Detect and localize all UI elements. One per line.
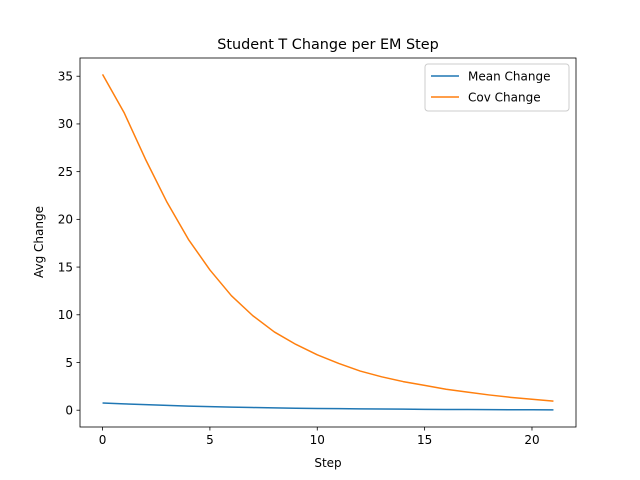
x-axis-title: Step	[314, 456, 341, 470]
legend: Mean Change Cov Change	[424, 63, 570, 112]
y-tick-label: 0	[65, 404, 73, 418]
y-tick-label: 30	[58, 117, 73, 131]
y-tick-label: 20	[58, 213, 73, 227]
axes-frame	[79, 57, 577, 428]
legend-box	[424, 63, 570, 112]
x-tick-label: 5	[206, 433, 214, 447]
y-tick-label: 10	[58, 308, 73, 322]
x-tick-label: 10	[310, 433, 325, 447]
y-axis-title: Avg Change	[32, 206, 46, 278]
y-tick-label: 35	[58, 70, 73, 84]
x-tick-label: 20	[524, 433, 539, 447]
x-tick-label: 0	[99, 433, 107, 447]
x-tick-label: 15	[417, 433, 432, 447]
y-tick-label: 5	[65, 356, 73, 370]
legend-label-1: Cov Change	[468, 90, 541, 104]
plot-area: 0 5 10 15 20 0 5 10 15 20 25 30 35	[58, 57, 577, 447]
y-tick-label: 15	[58, 260, 73, 274]
chart-title: Student T Change per EM Step	[217, 37, 439, 53]
series-line-0	[102, 402, 554, 411]
y-tick-label: 25	[58, 165, 73, 179]
series-line-1	[101, 73, 554, 402]
legend-label-0: Mean Change	[468, 69, 550, 83]
